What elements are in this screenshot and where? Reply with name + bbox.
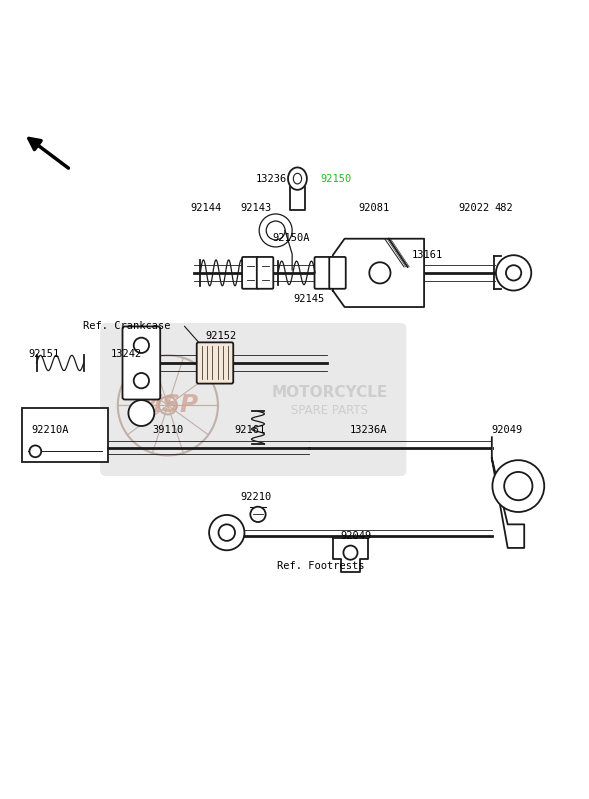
Text: 92144: 92144: [190, 203, 222, 213]
Circle shape: [128, 400, 154, 426]
Circle shape: [496, 255, 531, 291]
Text: 92150: 92150: [320, 173, 352, 184]
Bar: [22, 407, 108, 462]
Circle shape: [259, 214, 292, 247]
Polygon shape: [333, 538, 368, 572]
Text: 92152: 92152: [205, 331, 237, 341]
Circle shape: [266, 221, 285, 240]
Text: 13242: 13242: [111, 348, 143, 359]
Text: 92210: 92210: [240, 491, 272, 502]
FancyBboxPatch shape: [315, 257, 331, 288]
Text: 13236: 13236: [255, 173, 287, 184]
Ellipse shape: [288, 168, 307, 190]
FancyBboxPatch shape: [242, 257, 259, 288]
Text: 39110: 39110: [152, 425, 184, 435]
FancyBboxPatch shape: [100, 323, 406, 476]
FancyBboxPatch shape: [329, 257, 346, 288]
Circle shape: [134, 373, 149, 388]
Circle shape: [369, 262, 391, 284]
Polygon shape: [492, 437, 524, 548]
Text: 92143: 92143: [240, 203, 272, 213]
Ellipse shape: [293, 173, 302, 184]
Circle shape: [219, 524, 235, 541]
Text: SPARE PARTS: SPARE PARTS: [292, 403, 368, 416]
Text: 92145: 92145: [293, 294, 325, 304]
FancyBboxPatch shape: [123, 327, 160, 400]
Circle shape: [250, 507, 266, 522]
Circle shape: [343, 546, 358, 560]
Circle shape: [134, 338, 149, 353]
Text: 92049: 92049: [340, 531, 372, 541]
Text: 92049: 92049: [491, 425, 522, 435]
Text: 92210A: 92210A: [31, 425, 69, 435]
Circle shape: [506, 265, 521, 280]
Text: 92161: 92161: [234, 425, 266, 435]
Polygon shape: [333, 239, 424, 307]
Text: MOTORCYCLE: MOTORCYCLE: [272, 385, 388, 400]
Text: 13161: 13161: [411, 250, 443, 260]
Text: 92022: 92022: [458, 203, 490, 213]
Text: 92151: 92151: [28, 348, 60, 359]
Circle shape: [492, 460, 544, 512]
Text: 13236A: 13236A: [349, 425, 387, 435]
FancyBboxPatch shape: [197, 342, 233, 384]
Circle shape: [504, 472, 532, 500]
Circle shape: [209, 515, 244, 551]
Text: 92150A: 92150A: [273, 233, 310, 243]
Text: 92081: 92081: [358, 203, 390, 213]
Circle shape: [29, 445, 41, 457]
Text: MSP: MSP: [137, 393, 198, 417]
Text: 482: 482: [494, 203, 513, 213]
Text: Ref. Footrests: Ref. Footrests: [277, 561, 365, 570]
Text: Ref. Crankcase: Ref. Crankcase: [83, 321, 170, 331]
FancyBboxPatch shape: [257, 257, 273, 288]
